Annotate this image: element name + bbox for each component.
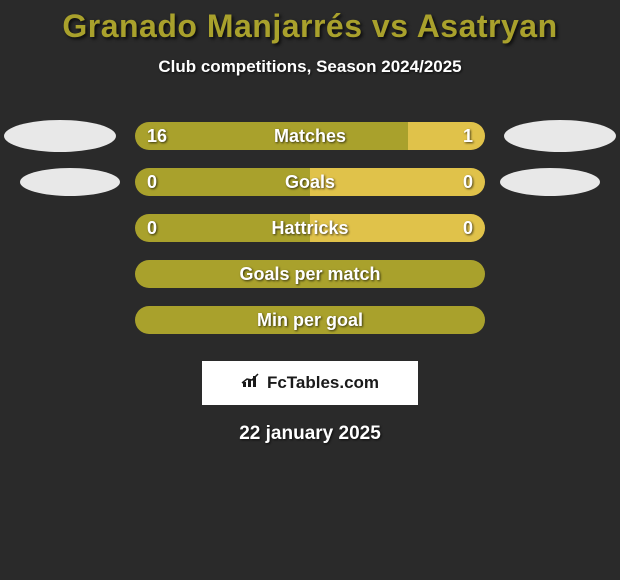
- stat-bar-right-segment: [310, 168, 485, 196]
- page-title: Granado Manjarrés vs Asatryan: [0, 0, 620, 45]
- stat-value-left: 16: [147, 126, 167, 147]
- player-silhouette-left: [4, 120, 116, 152]
- comparison-row: Goals00: [0, 159, 620, 205]
- comparison-row: Min per goal: [0, 297, 620, 343]
- logo-box: FcTables.com: [202, 361, 418, 405]
- comparison-row: Matches161: [0, 113, 620, 159]
- logo-text: FcTables.com: [267, 373, 379, 393]
- stat-bar-left-segment: [135, 260, 485, 288]
- stat-bar: Goals00: [135, 168, 485, 196]
- stat-value-left: 0: [147, 172, 157, 193]
- stat-value-right: 0: [463, 172, 473, 193]
- stat-bar: Matches161: [135, 122, 485, 150]
- comparison-row: Goals per match: [0, 251, 620, 297]
- comparison-row: Hattricks00: [0, 205, 620, 251]
- subtitle: Club competitions, Season 2024/2025: [0, 57, 620, 77]
- comparison-rows: Matches161Goals00Hattricks00Goals per ma…: [0, 113, 620, 343]
- stat-value-right: 0: [463, 218, 473, 239]
- stat-value-left: 0: [147, 218, 157, 239]
- stat-value-right: 1: [463, 126, 473, 147]
- player-silhouette-right: [504, 120, 616, 152]
- stat-bar-right-segment: [408, 122, 485, 150]
- stat-bar: Goals per match: [135, 260, 485, 288]
- player-silhouette-left: [20, 168, 120, 196]
- stat-bar-left-segment: [135, 122, 408, 150]
- stat-bar: Hattricks00: [135, 214, 485, 242]
- player-silhouette-right: [500, 168, 600, 196]
- stat-bar-left-segment: [135, 306, 485, 334]
- stat-bar-right-segment: [310, 214, 485, 242]
- stat-bar: Min per goal: [135, 306, 485, 334]
- barchart-icon: [241, 373, 261, 394]
- stat-bar-left-segment: [135, 168, 310, 196]
- date-text: 22 january 2025: [0, 423, 620, 445]
- stat-bar-left-segment: [135, 214, 310, 242]
